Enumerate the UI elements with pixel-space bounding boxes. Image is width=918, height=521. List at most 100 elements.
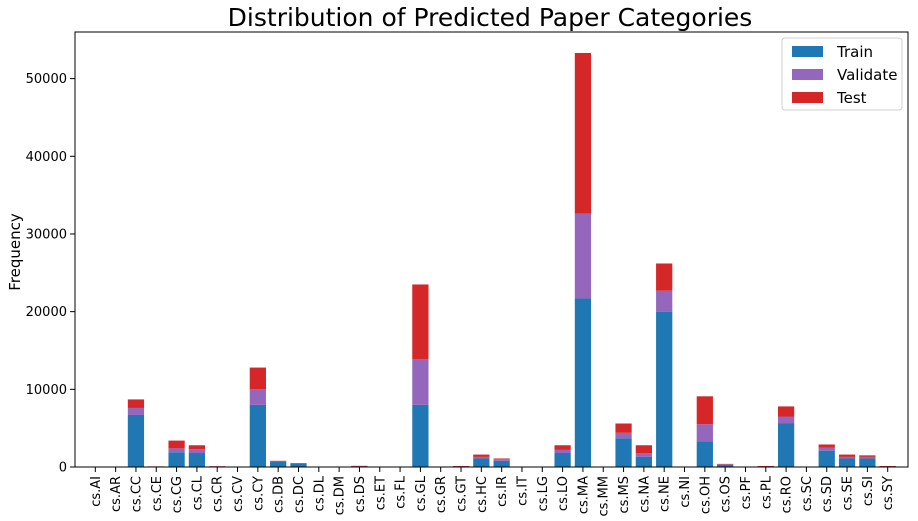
bar-validate-cs-MS [615, 432, 632, 439]
x-tick-label: cs.FL [394, 475, 409, 509]
bar-train-cs-OS [717, 464, 734, 467]
bar-test-cs-OS [717, 463, 734, 465]
x-tick-label: cs.GL [414, 475, 429, 511]
y-tick-label: 40000 [26, 150, 67, 165]
bar-validate-cs-OS [717, 464, 734, 465]
bar-train-cs-RO [777, 423, 795, 467]
bar-test-cs-CL [188, 445, 206, 450]
bar-train-cs-CG [168, 452, 185, 467]
x-tick-label: cs.PL [759, 475, 774, 509]
bar-test-cs-MA [574, 52, 592, 214]
bar-validate-cs-CG [168, 448, 185, 453]
x-tick-label: cs.NI [678, 476, 693, 508]
legend-label-validate: Validate [837, 66, 897, 84]
y-axis: 0 10000 20000 30000 40000 50000 [26, 72, 75, 476]
bar-validate-cs-MA [574, 213, 592, 299]
x-tick-label: cs.OH [698, 476, 713, 514]
bar-validate-cs-NA [635, 453, 652, 457]
bar-validate-cs-SD [818, 447, 835, 451]
y-axis-label: Frequency [6, 213, 24, 291]
bar-validate-cs-CL [188, 449, 206, 454]
y-tick-label: 30000 [26, 227, 67, 242]
bar-train-cs-NA [635, 456, 652, 467]
bar-test-cs-SI [859, 455, 876, 457]
x-tick-label: cs.MS [617, 476, 632, 514]
x-tick-label: cs.CR [211, 476, 226, 512]
bar-validate-cs-DB [270, 461, 287, 462]
bar-train-cs-CL [188, 453, 206, 467]
legend-label-train: Train [836, 43, 873, 61]
bar-validate-cs-RO [777, 416, 795, 424]
x-tick-label: cs.MA [576, 476, 591, 514]
bar-test-cs-GT [452, 466, 470, 467]
bar-validate-cs-IR [493, 459, 510, 461]
x-tick-label: cs.LG [536, 476, 551, 511]
x-tick-label: cs.PF [739, 476, 754, 509]
bar-train-cs-MS [615, 438, 632, 467]
x-tick-label: cs.GR [434, 476, 449, 513]
bar-test-cs-DS [351, 465, 368, 467]
x-tick-label: cs.SD [820, 476, 835, 512]
x-tick-label: cs.CY [251, 476, 266, 511]
x-tick-label: cs.CV [231, 476, 246, 512]
bar-validate-cs-CC [127, 407, 145, 415]
bar-validate-cs-SI [859, 456, 876, 459]
x-tick-label: cs.CG [170, 476, 185, 513]
bar-train-cs-LO [554, 453, 571, 467]
bar-train-cs-DB [270, 461, 287, 467]
x-tick-label: cs.NE [658, 476, 673, 512]
y-tick-label: 0 [59, 461, 67, 476]
bar-train-cs-MA [574, 298, 592, 467]
bar-test-cs-DC [290, 463, 307, 464]
x-tick-label: cs.CL [190, 475, 205, 510]
bar-test-cs-NE [656, 263, 673, 291]
bar-train-cs-SE [838, 458, 856, 467]
x-tick-label: cs.OS [719, 476, 734, 513]
bar-test-cs-DB [270, 460, 287, 462]
bar-test-cs-NA [635, 445, 652, 454]
legend-swatch-train [792, 46, 823, 57]
bar-train-cs-NE [656, 311, 673, 467]
bar-train-cs-IR [493, 460, 510, 467]
x-tick-label: cs.CC [129, 476, 144, 512]
bar-test-cs-SD [818, 444, 835, 448]
bar-train-cs-GL [412, 404, 429, 467]
x-tick-label: cs.RO [780, 476, 795, 513]
x-tick-label: cs.DM [333, 476, 348, 515]
chart-title: Distribution of Predicted Paper Categori… [228, 3, 753, 32]
y-tick-label: 10000 [26, 383, 67, 398]
bar-validate-cs-GL [412, 359, 429, 405]
plot-frame [74, 31, 909, 468]
bar-test-cs-MS [615, 423, 632, 433]
x-tick-label: cs.SY [881, 476, 896, 510]
legend-swatch-test [792, 92, 823, 103]
bar-validate-cs-CY [249, 389, 266, 405]
bar-test-cs-SY [879, 466, 896, 467]
bar-test-cs-CY [249, 367, 266, 390]
x-tick-label: cs.NA [637, 476, 652, 513]
legend-label-test: Test [836, 89, 867, 107]
x-tick-label: cs.DS [353, 476, 368, 512]
bar-train-cs-SI [859, 458, 876, 467]
y-tick-label: 20000 [26, 305, 67, 320]
bar-train-cs-SD [818, 450, 835, 467]
bars-group [87, 52, 896, 468]
x-tick-label: cs.DB [272, 476, 287, 513]
bar-train-cs-CY [249, 404, 266, 467]
x-tick-label: cs.DL [312, 475, 327, 511]
x-tick-label: cs.ET [373, 476, 388, 510]
bar-test-cs-PL [757, 466, 774, 467]
x-tick-label: cs.MM [597, 476, 612, 517]
x-tick-label: cs.AR [109, 476, 124, 512]
bar-validate-cs-LO [554, 449, 571, 454]
bar-test-cs-GL [412, 284, 429, 360]
x-tick-label: cs.AI [89, 476, 104, 507]
bar-test-cs-IR [493, 458, 510, 460]
x-tick-label: cs.DC [292, 476, 307, 513]
x-tick-label: cs.IR [495, 476, 510, 507]
bar-test-cs-SE [838, 454, 856, 457]
x-tick-label: cs.SE [841, 476, 856, 511]
bar-validate-cs-DC [290, 463, 307, 464]
bar-test-cs-RO [777, 406, 795, 417]
bar-test-cs-HC [473, 454, 490, 457]
